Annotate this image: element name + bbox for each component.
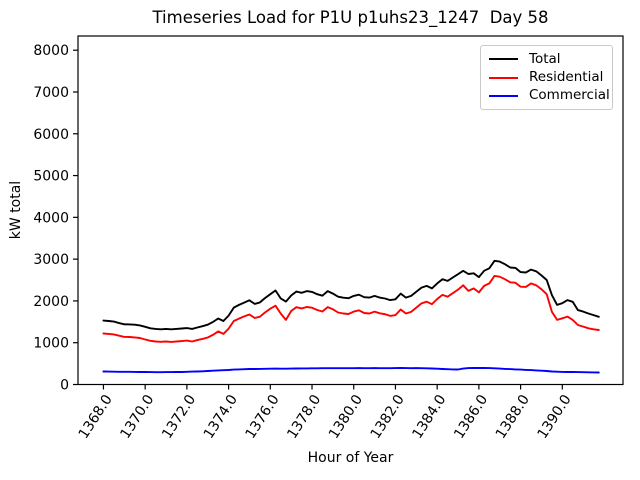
series-total-line [102, 259, 600, 331]
x-tick-label: 1380.0 [326, 392, 366, 442]
x-tick-label: 1384.0 [409, 392, 449, 442]
series-commercial-line [102, 366, 600, 374]
y-axis-label: kW total [8, 180, 24, 240]
legend-label-residential: Residential [529, 68, 604, 85]
y-tick-label: 7000 [33, 85, 69, 101]
x-tick-label: 1382.0 [368, 392, 408, 442]
y-tick-label: 4000 [33, 210, 69, 226]
x-tick-label: 1368.0 [76, 392, 116, 442]
legend-label-commercial: Commercial [529, 86, 610, 103]
y-tick-label: 3000 [33, 252, 69, 268]
legend-item-residential: Residential [489, 68, 606, 85]
x-tick-label: 1378.0 [284, 392, 324, 442]
x-tick-label: 1372.0 [159, 392, 199, 442]
x-tick-label: 1386.0 [451, 392, 491, 442]
legend-line-sample-total [489, 58, 518, 61]
y-tick-label: 8000 [33, 43, 69, 59]
x-tick-label: 1376.0 [243, 392, 283, 442]
series-residential-line [102, 274, 600, 343]
x-tick-label: 1374.0 [201, 392, 241, 442]
plot-frame [77, 35, 624, 386]
y-tick-label: 0 [60, 378, 69, 394]
legend-item-total: Total [489, 50, 606, 67]
legend-line-sample-residential [489, 76, 518, 79]
x-axis-label: Hour of Year [307, 450, 394, 466]
legend-label-total: Total [529, 50, 561, 67]
legend-line-sample-commercial [489, 94, 518, 97]
y-tick-label: 2000 [33, 294, 69, 310]
x-tick-label: 1388.0 [493, 392, 533, 442]
y-tick-label: 5000 [33, 169, 69, 185]
legend: Total Residential Commercial [480, 45, 613, 110]
legend-item-commercial: Commercial [489, 88, 610, 103]
x-tick-label: 1370.0 [117, 392, 157, 442]
y-tick-label: 6000 [33, 127, 69, 143]
chart-title: Timeseries Load for P1U p1uhs23_1247 Day… [152, 8, 549, 27]
y-tick-label: 1000 [33, 336, 69, 352]
x-tick-label: 1390.0 [535, 392, 575, 442]
